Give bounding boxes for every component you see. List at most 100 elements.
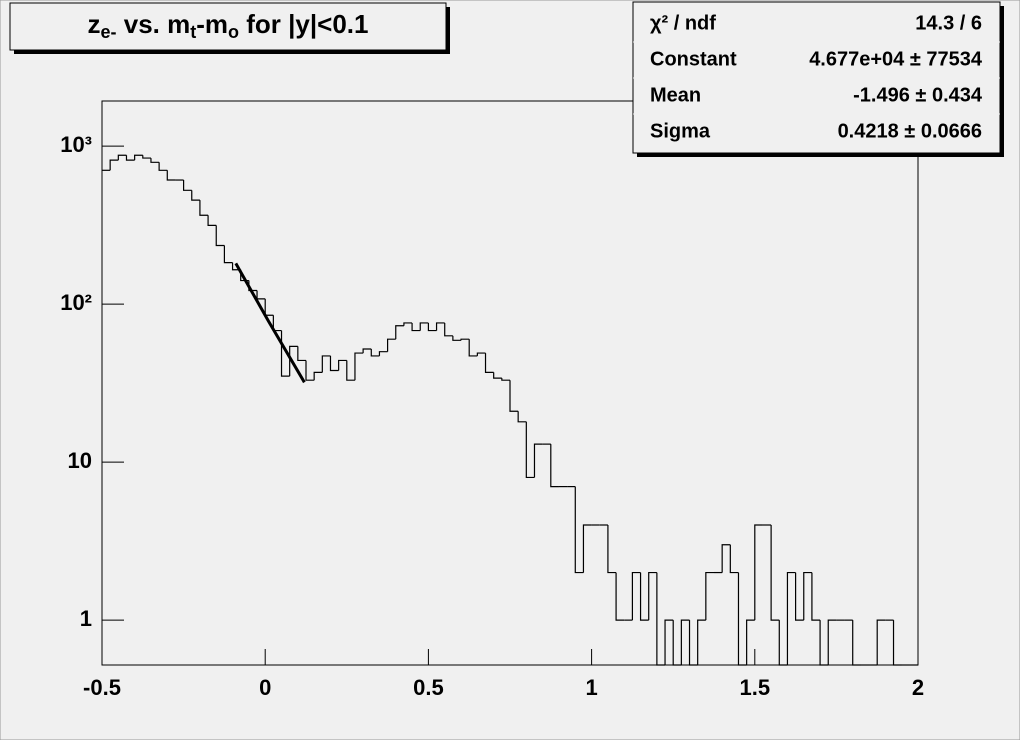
stat-name: Mean xyxy=(650,84,701,106)
histogram-bin xyxy=(460,338,470,341)
title-box xyxy=(9,2,447,51)
histogram-bin xyxy=(819,620,829,666)
histogram-bin xyxy=(223,245,233,264)
histogram-bin xyxy=(191,190,200,201)
histogram-bin xyxy=(501,378,510,381)
histogram-bin xyxy=(656,572,666,666)
histogram-bin xyxy=(297,346,306,362)
histogram-bin xyxy=(387,338,396,352)
histogram-bin xyxy=(746,619,755,665)
title-text: vs. m xyxy=(117,9,191,39)
histogram-bin xyxy=(199,200,209,216)
stat-name: Sigma xyxy=(650,120,711,142)
histogram-bin xyxy=(419,322,429,331)
title-text: z xyxy=(88,9,101,39)
histogram-bin xyxy=(215,225,225,247)
histogram-bin xyxy=(468,339,478,357)
histogram-bin xyxy=(729,544,739,574)
histogram-bin xyxy=(305,360,315,381)
histogram-bin xyxy=(125,155,135,161)
histogram-bin xyxy=(672,620,682,666)
y-tick-label: 10³ xyxy=(60,132,92,157)
histogram-bin xyxy=(452,335,462,341)
histogram-bin xyxy=(664,619,674,665)
title-subscript: t xyxy=(190,22,196,42)
histogram-bin xyxy=(411,322,421,332)
fit-line xyxy=(234,262,306,384)
x-tick-label: 1 xyxy=(585,675,597,700)
histogram-bin xyxy=(795,572,804,621)
histogram-bin xyxy=(354,352,364,381)
histogram-bin xyxy=(811,572,821,621)
title-text: -m xyxy=(196,9,228,39)
histogram-bin xyxy=(134,154,143,161)
histogram-bin xyxy=(754,524,763,621)
histogram-bin xyxy=(648,571,657,621)
stat-value: 0.4218 ± 0.0666 xyxy=(838,120,982,142)
histogram-bin xyxy=(607,525,617,574)
title-subscript: o xyxy=(228,22,239,42)
x-tick-label: -0.5 xyxy=(83,675,121,700)
histogram-bin xyxy=(721,544,731,573)
stat-value: -1.496 ± 0.434 xyxy=(853,84,983,106)
histogram-bin xyxy=(852,620,861,666)
histogram-bin xyxy=(876,619,886,665)
title-text: for |y|<0.1 xyxy=(239,9,368,39)
histogram-bin xyxy=(321,355,331,373)
histogram-bin xyxy=(688,620,698,666)
stat-value: 4.677e+04 ± 77534 xyxy=(809,48,983,70)
histogram-bin xyxy=(166,170,176,181)
histogram-bin xyxy=(803,571,812,621)
histogram-bin xyxy=(117,154,127,161)
histogram-bin xyxy=(509,380,519,412)
histogram-bin xyxy=(444,322,453,337)
histogram-bin xyxy=(362,348,372,354)
histogram-bin xyxy=(378,351,388,356)
x-tick-label: 1.5 xyxy=(740,675,771,700)
histogram-bin xyxy=(183,180,192,191)
histogram-bin xyxy=(680,619,690,665)
histogram-bin xyxy=(493,372,502,379)
histogram-bin xyxy=(697,619,706,665)
histogram-bin xyxy=(786,571,796,665)
x-tick-label: 0.5 xyxy=(413,675,444,700)
histogram-bin xyxy=(427,322,437,332)
histogram-bin xyxy=(150,158,160,163)
histogram-bin xyxy=(892,620,902,666)
histogram-bin xyxy=(639,572,649,621)
x-tick-label: 2 xyxy=(912,675,924,700)
histogram-bin xyxy=(109,159,119,171)
histogram-bin xyxy=(827,619,837,665)
histogram-bin xyxy=(289,345,298,377)
histogram-bin xyxy=(737,572,747,666)
histogram-bin xyxy=(574,486,584,574)
y-tick-label: 10 xyxy=(68,448,92,473)
stat-value: 14.3 / 6 xyxy=(915,12,982,34)
histogram-bin xyxy=(517,411,527,423)
y-tick-label: 10² xyxy=(60,290,92,315)
histogram-bin xyxy=(329,355,339,372)
histogram-bin xyxy=(207,215,217,226)
histogram-bin xyxy=(395,325,404,340)
histogram-bin xyxy=(582,524,592,573)
stat-name: Constant xyxy=(650,48,737,70)
histogram-bin xyxy=(338,359,347,371)
histogram-bin xyxy=(778,620,788,666)
histogram-bin xyxy=(615,572,625,621)
histogram-bin xyxy=(313,371,323,381)
histogram-bin xyxy=(550,444,559,488)
histogram-bin xyxy=(770,525,780,621)
x-tick-label: 0 xyxy=(259,675,271,700)
stat-name: χ² / ndf xyxy=(650,12,716,34)
histogram-bin xyxy=(631,571,641,621)
histogram-bin xyxy=(525,421,535,479)
histogram-bin xyxy=(484,353,494,373)
histogram-bin xyxy=(533,443,543,478)
histogram-bin xyxy=(403,322,413,326)
histogram-bin xyxy=(435,322,445,331)
histogram-bin xyxy=(476,352,486,356)
histogram-bin xyxy=(705,571,714,621)
chart-title: ze- vs. mt-mo for |y|<0.1 xyxy=(88,9,369,42)
y-tick-label: 1 xyxy=(80,606,92,631)
